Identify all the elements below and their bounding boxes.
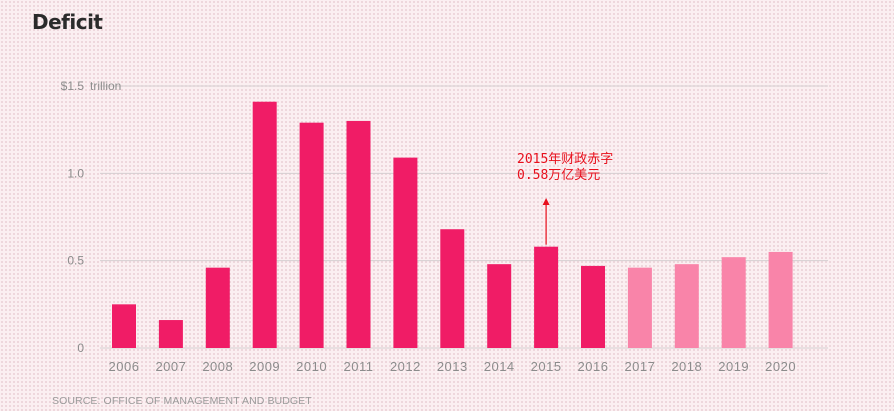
bars bbox=[112, 101, 793, 349]
x-tick-label-2008: 2008 bbox=[202, 359, 233, 374]
x-tick-label-2015: 2015 bbox=[531, 359, 562, 374]
chart-title: Deficit bbox=[32, 10, 103, 34]
bar-2010 bbox=[299, 122, 324, 349]
annotation-text-line-2: 0.58万亿美元 bbox=[517, 168, 600, 183]
x-tick-label-2007: 2007 bbox=[155, 359, 186, 374]
bar-2008 bbox=[205, 267, 230, 348]
x-tick-label-2017: 2017 bbox=[624, 359, 655, 374]
x-tick-label-2006: 2006 bbox=[109, 359, 140, 374]
x-tick-label-2011: 2011 bbox=[344, 359, 374, 374]
bar-2014 bbox=[487, 264, 512, 348]
bar-2007 bbox=[158, 320, 183, 348]
x-tick-label-2013: 2013 bbox=[437, 359, 468, 374]
y-tick-label: 0 bbox=[77, 341, 84, 355]
deficit-bar-chart: 0 0.5 1.0 $1.5 trillion 2006 2007 2008 2009 2010 2… bbox=[61, 79, 828, 374]
axis-labels: 0 0.5 1.0 $1.5 trillion 2006 2007 2008 2009 2010 2… bbox=[61, 79, 796, 374]
y-tick-label: 1.0 bbox=[67, 166, 84, 180]
bar-2015 bbox=[534, 246, 559, 348]
bar-2020 bbox=[768, 251, 793, 348]
y-tick-label: $1.5 bbox=[61, 79, 85, 93]
bar-2011 bbox=[346, 120, 371, 348]
x-tick-label-2018: 2018 bbox=[671, 359, 702, 374]
y-tick-label: 0.5 bbox=[67, 254, 84, 268]
chart-source: SOURCE: OFFICE OF MANAGEMENT AND BUDGET bbox=[52, 395, 312, 407]
x-tick-label-2010: 2010 bbox=[296, 359, 327, 374]
bar-2013 bbox=[440, 229, 465, 348]
bar-2009 bbox=[252, 101, 277, 348]
bar-2016 bbox=[581, 265, 605, 348]
x-tick-label-2016: 2016 bbox=[578, 359, 609, 374]
bar-2019 bbox=[721, 257, 746, 348]
x-tick-label-2012: 2012 bbox=[390, 359, 421, 374]
x-tick-label-2014: 2014 bbox=[484, 359, 515, 374]
x-tick-label-2019: 2019 bbox=[718, 359, 749, 374]
bar-2006 bbox=[112, 304, 136, 348]
annotation-text-line-1: 2015年财政赤字 bbox=[517, 152, 613, 167]
bar-2017 bbox=[627, 267, 652, 348]
bar-2012 bbox=[393, 157, 418, 348]
x-tick-label-2020: 2020 bbox=[765, 359, 796, 374]
y-unit-label: trillion bbox=[90, 79, 121, 93]
bar-2018 bbox=[674, 264, 699, 348]
annotation-arrow-head bbox=[542, 198, 550, 205]
x-tick-label-2009: 2009 bbox=[249, 359, 280, 374]
